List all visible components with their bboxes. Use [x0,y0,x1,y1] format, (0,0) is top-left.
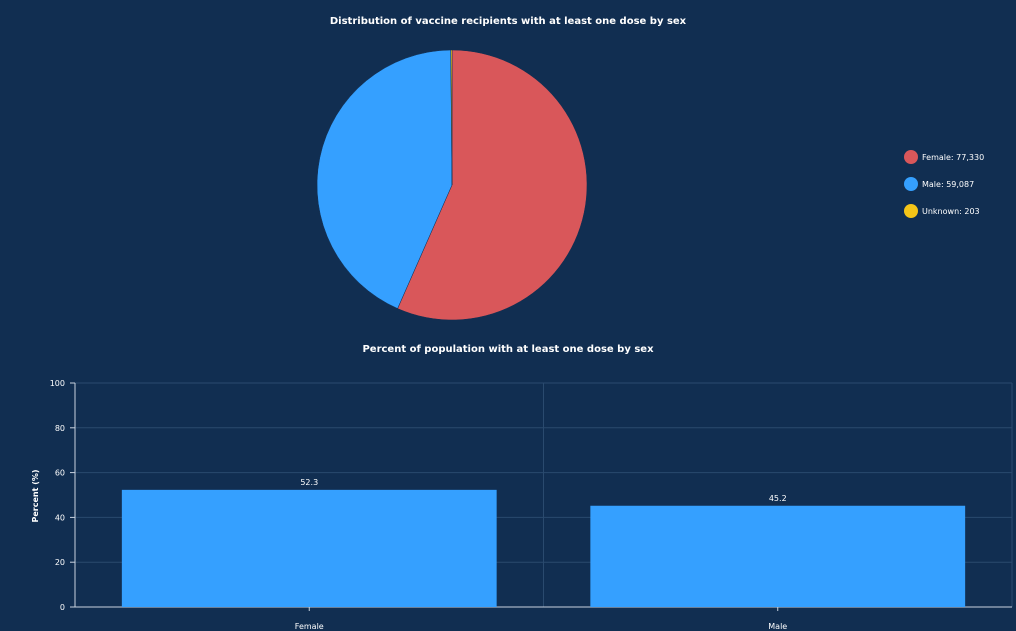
pie-slice-unknown[interactable] [450,49,453,186]
pie-chart [316,49,588,321]
x-tick-label-female: Female [295,622,324,631]
legend-label-male[interactable]: Male: 59,087 [922,180,974,189]
pie-slice-female[interactable] [397,49,588,321]
legend-label-unknown[interactable]: Unknown: 203 [922,207,980,216]
legend-marker-unknown [904,204,918,218]
data-label-female: 52.3 [300,478,318,487]
legend-marker-female [904,150,918,164]
bar-chart-title: Percent of population with at least one … [362,344,654,355]
y-tick-label: 0 [60,603,65,612]
bar-chart-x-axis: Female Male [295,607,787,631]
legend-marker-male [904,177,918,191]
x-tick-label-male: Male [768,622,787,631]
y-tick-label: 60 [55,469,65,478]
y-tick-label: 80 [55,424,65,433]
bar-chart-y-axis: 0 20 40 60 80 100 [50,379,75,612]
y-axis-title: Percent (%) [31,469,40,522]
data-label-male: 45.2 [769,494,787,503]
bar-female[interactable] [121,489,497,607]
legend-label-female[interactable]: Female: 77,330 [922,153,984,162]
pie-chart-title: Distribution of vaccine recipients with … [330,16,687,27]
pie-slice-male[interactable] [316,49,453,309]
bar-male[interactable] [590,505,966,607]
pie-legend: Female: 77,330 Male: 59,087 Unknown: 203 [904,150,984,218]
bar-chart: 52.3 45.2 [121,478,966,607]
y-tick-label: 100 [50,379,65,388]
y-tick-label: 40 [55,513,65,522]
y-tick-label: 20 [55,558,65,567]
